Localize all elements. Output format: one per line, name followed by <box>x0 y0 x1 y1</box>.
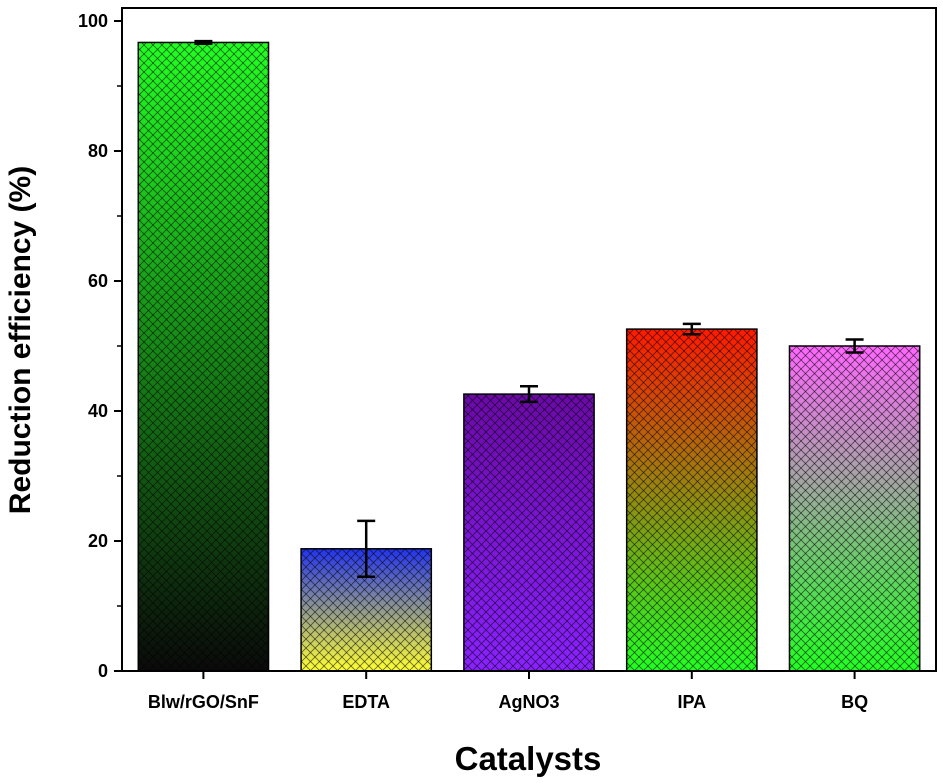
error-bar-0 <box>194 39 213 45</box>
error-bar-1 <box>357 519 376 578</box>
bar-hatch-3 <box>625 328 758 672</box>
y-tick-label-2: 40 <box>88 401 108 421</box>
y-tick-label-4: 80 <box>88 141 108 161</box>
x-tick-label-0: Blw/rGO/SnF <box>148 692 259 712</box>
y-tick-label-3: 60 <box>88 271 108 291</box>
error-bar-3 <box>682 322 701 336</box>
y-tick-label-1: 20 <box>88 531 108 551</box>
bar-hatch-0 <box>137 41 270 672</box>
x-axis-title: Catalysts <box>455 740 602 777</box>
x-tick-label-4: BQ <box>841 692 868 712</box>
bar-hatch-2 <box>463 393 595 672</box>
x-tick-label-2: AgNO3 <box>498 692 559 712</box>
y-tick-label-0: 0 <box>98 661 108 681</box>
x-tick-label-1: EDTA <box>342 692 390 712</box>
error-bar-2 <box>520 385 538 404</box>
y-axis-title: Reduction efficiency (%) <box>4 166 37 514</box>
x-axis-ticks: Blw/rGO/SnF EDTA AgNO3 IPA BQ <box>148 671 868 712</box>
y-tick-label-5: 100 <box>78 11 108 31</box>
y-axis-ticks: 0 20 40 60 80 100 <box>78 11 122 681</box>
bars-group <box>137 41 921 672</box>
bar-hatch-4 <box>788 345 921 672</box>
plot-frame <box>121 7 937 672</box>
error-bar-4 <box>845 338 864 354</box>
x-tick-label-3: IPA <box>677 692 706 712</box>
error-bars-group <box>194 39 864 578</box>
